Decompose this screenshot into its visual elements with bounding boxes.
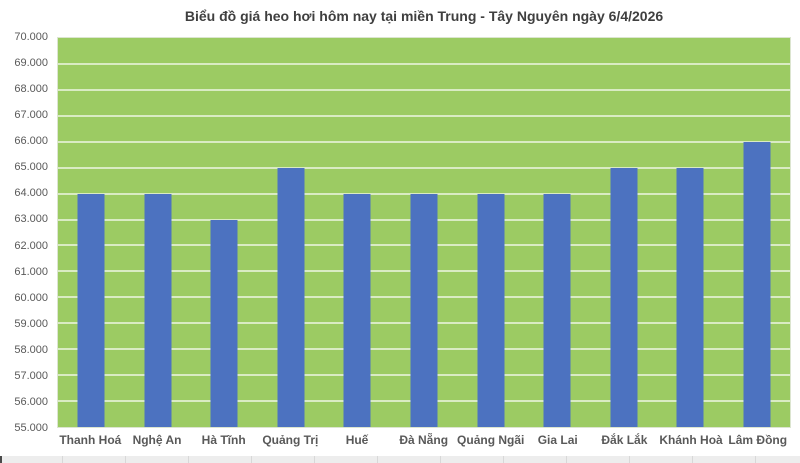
y-tick-label: 70.000 [14, 31, 48, 43]
x-axis-label: Thanh Hoá [59, 433, 122, 447]
bar [277, 167, 305, 427]
y-tick-label: 59.000 [14, 317, 48, 330]
y-tick-label: 66.000 [14, 135, 48, 148]
bar [743, 141, 771, 427]
gridline [58, 88, 790, 91]
x-axis-label: Lâm Đồng [728, 433, 788, 447]
x-axis-label: Hà Tĩnh [201, 433, 246, 447]
y-tick-label: 55.000 [14, 422, 48, 434]
y-tick-label: 69.000 [14, 57, 48, 70]
y-tick-label: 60.000 [14, 291, 48, 304]
bar [610, 167, 638, 427]
bar [410, 193, 438, 427]
table-left-border-mark [0, 456, 2, 463]
x-axis: Thanh Hoá Nghệ An Hà Tĩnh Quảng Trị Huế Đà Nẵ… [57, 433, 791, 453]
y-tick-label: 58.000 [14, 343, 48, 356]
y-tick-label: 67.000 [14, 109, 48, 122]
gridline [58, 62, 790, 65]
y-tick-label: 65.000 [14, 161, 48, 174]
plot-area [57, 37, 791, 428]
x-axis-label: Gia Lai [537, 433, 578, 447]
bar [343, 193, 371, 427]
table-top-edge [0, 456, 800, 463]
gridline [58, 166, 790, 169]
chart-title: Biểu đồ giá heo hơi hôm nay tại miền Tru… [184, 8, 664, 24]
x-axis-label: Quảng Ngãi [457, 433, 525, 447]
y-tick-label: 64.000 [14, 187, 48, 200]
y-tick-label: 63.000 [14, 213, 48, 226]
x-axis-label: Quảng Trị [262, 433, 319, 447]
x-axis-label: Khánh Hoà [659, 433, 723, 447]
x-axis-label: Huế [345, 433, 369, 447]
y-tick-label: 56.000 [14, 395, 48, 408]
bar [676, 167, 704, 427]
y-axis: 70.000 69.000 68.000 67.000 66.000 65.000 64.0… [0, 31, 48, 434]
bar [543, 193, 571, 427]
y-tick-label: 62.000 [14, 239, 48, 252]
x-axis-label: Nghệ An [132, 433, 182, 447]
y-tick-label: 68.000 [14, 83, 48, 96]
x-axis-label: Đắk Lắk [601, 433, 648, 447]
gridline [58, 140, 790, 143]
x-axis-label: Đà Nẵng [399, 433, 449, 447]
bar [477, 193, 505, 427]
y-tick-label: 61.000 [14, 265, 48, 278]
bar [144, 193, 172, 427]
bar [77, 193, 105, 427]
gridline [58, 114, 790, 117]
gridline [58, 192, 790, 195]
bar [210, 219, 238, 427]
y-tick-label: 57.000 [14, 369, 48, 382]
